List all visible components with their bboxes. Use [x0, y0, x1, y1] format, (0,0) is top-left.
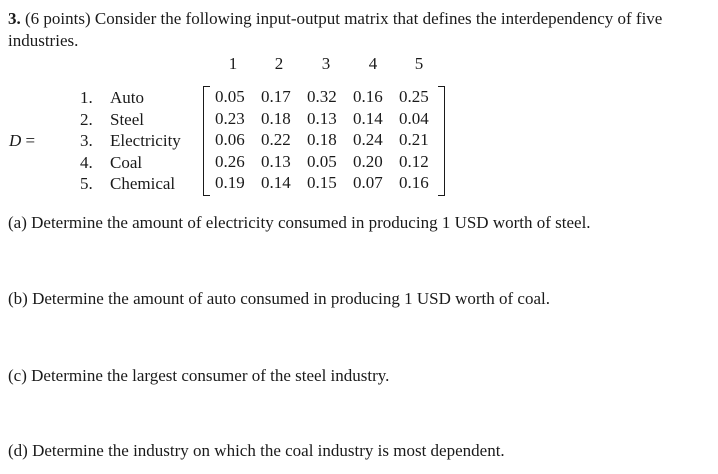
right-bracket: [438, 86, 445, 196]
matrix-cell: 0.05: [215, 87, 245, 106]
industry-list: 1. Auto 2. Steel 3. Electricity 4. Coal 5. Ch…: [80, 87, 181, 195]
column-header: 4: [368, 54, 378, 73]
problem-intro: (6 points) Consider the following input-…: [8, 9, 663, 50]
matrix-cell: 0.12: [399, 151, 429, 171]
industry-name: Electricity: [110, 131, 181, 150]
industry-name: Auto: [110, 88, 144, 107]
left-bracket: [203, 86, 210, 196]
matrix-cell: 0.16: [399, 173, 429, 192]
matrix-row: 0.19 0.14 0.15 0.07 0.16: [215, 173, 445, 195]
industry-row: 3. Electricity: [80, 130, 181, 152]
matrix-row: 0.23 0.18 0.13 0.14 0.04: [215, 109, 445, 131]
industry-number: 1.: [80, 88, 93, 107]
industry-row: 5. Chemical: [80, 173, 181, 195]
matrix-cell: 0.14: [353, 108, 383, 128]
industry-number: 5.: [80, 174, 93, 193]
matrix-cell: 0.32: [307, 87, 337, 106]
matrix-variable: D: [9, 131, 22, 150]
matrix-cell: 0.15: [307, 173, 337, 192]
matrix-cell: 0.18: [307, 130, 337, 149]
matrix-cell: 0.19: [215, 173, 245, 192]
matrix-label: D =: [9, 131, 35, 151]
question-b: (b) Determine the amount of auto consume…: [8, 289, 550, 308]
matrix-cell: 0.13: [307, 108, 337, 128]
industry-number: 2.: [80, 109, 93, 129]
column-header: 5: [414, 54, 424, 73]
industry-row: 1. Auto: [80, 87, 181, 109]
matrix-cell: 0.24: [353, 130, 383, 149]
matrix-cell: 0.06: [215, 130, 245, 149]
matrix-cell: 0.18: [261, 108, 291, 128]
question-a: (a) Determine the amount of electricity …: [8, 213, 591, 232]
matrix-grid: 0.05 0.17 0.32 0.16 0.25 0.23 0.18 0.13 0.14 0.0…: [215, 87, 445, 195]
industry-name: Coal: [110, 152, 143, 172]
matrix-row: 0.05 0.17 0.32 0.16 0.25: [215, 87, 445, 109]
column-header: 3: [321, 54, 331, 73]
industry-row: 2. Steel: [80, 109, 181, 131]
question-d: (d) Determine the industry on which the …: [8, 441, 505, 460]
matrix-cell: 0.13: [261, 151, 291, 171]
matrix-cell: 0.26: [215, 151, 245, 171]
matrix-cell: 0.05: [307, 151, 337, 171]
industry-number: 3.: [80, 131, 93, 150]
column-header: 2: [274, 54, 284, 73]
industry-name: Steel: [110, 109, 144, 129]
matrix-cell: 0.14: [261, 173, 291, 192]
matrix-column-headers: 1 2 3 4 5: [0, 54, 718, 74]
column-header: 1: [228, 54, 238, 73]
problem-number: 3.: [8, 9, 21, 28]
matrix-cell: 0.07: [353, 173, 383, 192]
matrix-cell: 0.20: [353, 151, 383, 171]
matrix-cell: 0.04: [399, 108, 429, 128]
matrix-cell: 0.22: [261, 130, 291, 149]
matrix-cell: 0.21: [399, 130, 429, 149]
industry-name: Chemical: [110, 174, 176, 193]
industry-row: 4. Coal: [80, 152, 181, 174]
input-output-matrix: 0.05 0.17 0.32 0.16 0.25 0.23 0.18 0.13 0.14 0.0…: [203, 86, 445, 196]
matrix-cell: 0.16: [353, 87, 383, 106]
matrix-cell: 0.17: [261, 87, 291, 106]
matrix-equals: =: [25, 131, 36, 150]
question-c: (c) Determine the largest consumer of th…: [8, 366, 390, 385]
matrix-row: 0.26 0.13 0.05 0.20 0.12: [215, 152, 445, 174]
problem-statement: 3. (6 points) Consider the following inp…: [8, 8, 714, 52]
matrix-cell: 0.25: [399, 87, 429, 106]
industry-number: 4.: [80, 152, 93, 172]
matrix-cell: 0.23: [215, 108, 245, 128]
matrix-row: 0.06 0.22 0.18 0.24 0.21: [215, 130, 445, 152]
